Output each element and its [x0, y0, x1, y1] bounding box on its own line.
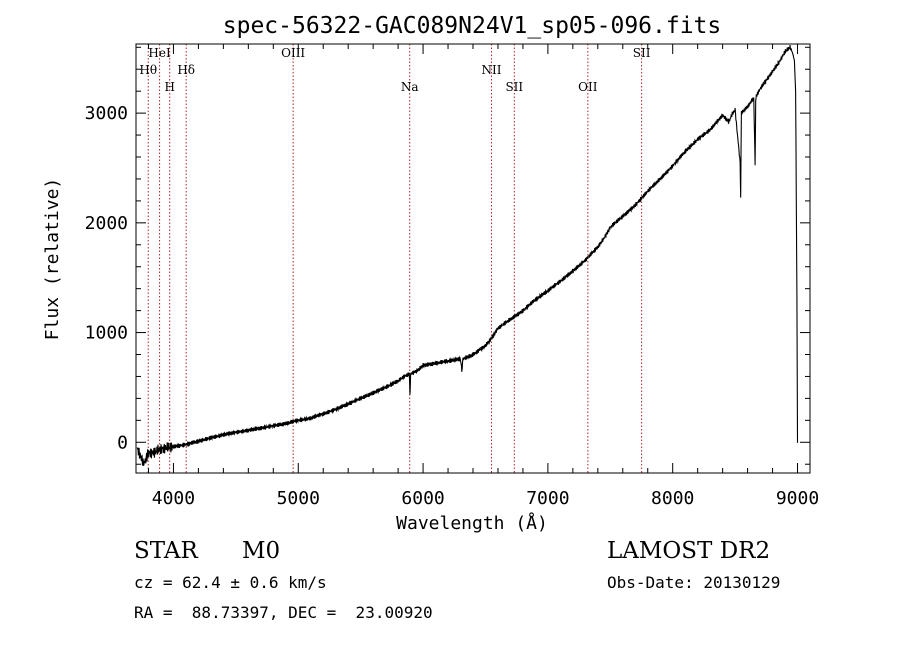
- object-subclass: M0: [242, 538, 281, 564]
- x-tick-label: 6000: [401, 488, 444, 509]
- coordinates-text: RA = 88.73397, DEC = 23.00920: [134, 603, 433, 622]
- y-tick-label: 0: [117, 432, 128, 453]
- spectrum-series-line: [136, 44, 799, 467]
- spectral-line-label: Hδ: [177, 63, 195, 77]
- x-tick-label: 9000: [776, 488, 819, 509]
- spectral-line-label: OII: [578, 80, 598, 94]
- spectral-line-label: OIII: [281, 46, 305, 60]
- spectral-line-label: SII: [633, 46, 651, 60]
- spectral-line-label: NII: [481, 63, 501, 77]
- spectral-line-label: H: [164, 80, 174, 94]
- y-tick-label: 3000: [85, 103, 128, 124]
- x-tick-label: 7000: [526, 488, 569, 509]
- x-tick-label: 5000: [277, 488, 320, 509]
- spectral-line-label: SII: [505, 80, 523, 94]
- y-axis: 0 1000 2000 3000: [85, 46, 810, 465]
- spectral-line-label: Na: [401, 80, 419, 94]
- survey-name: LAMOST DR2: [607, 538, 771, 564]
- y-axis-label: Flux (relative): [42, 178, 63, 341]
- plot-frame: [135, 43, 811, 474]
- redshift-text: cz = 62.4 ± 0.6 km/s: [134, 573, 327, 592]
- x-tick-label: 4000: [152, 488, 195, 509]
- x-axis-label: Wavelength (Å): [396, 512, 548, 534]
- x-axis: 4000 5000 6000 7000 8000 9000: [147, 44, 819, 509]
- x-tick-label: 8000: [651, 488, 694, 509]
- spectral-line-markers: Hθ HeI HHδ OIII Na NII SII OII SII: [139, 44, 651, 473]
- chart-title: spec-56322-GAC089N24V1_sp05-096.fits: [223, 13, 722, 39]
- obs-date-text: Obs-Date: 20130129: [607, 573, 781, 592]
- y-tick-label: 1000: [85, 323, 128, 344]
- spectral-line-label: HeI: [148, 46, 171, 60]
- y-tick-label: 2000: [85, 213, 128, 234]
- spectral-line-label: Hθ: [139, 63, 157, 77]
- object-class: STAR: [134, 538, 198, 564]
